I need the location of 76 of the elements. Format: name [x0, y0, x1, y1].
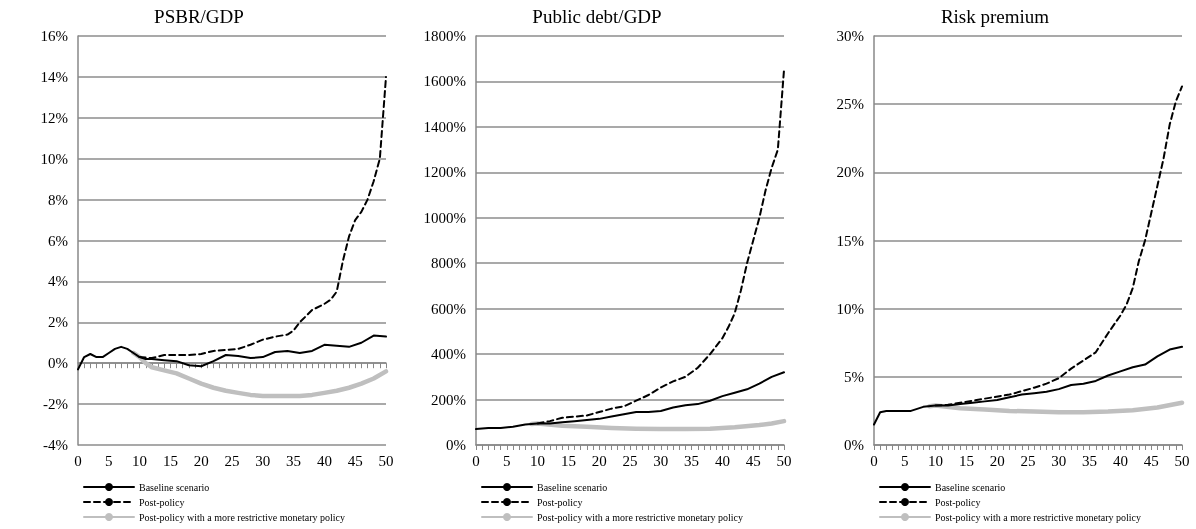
x-tick-label: 25: [224, 452, 240, 469]
x-tick-label: 25: [622, 452, 638, 469]
legend-label: Post-policy: [935, 496, 981, 508]
x-tick-label: 40: [714, 452, 730, 469]
line-series: [529, 418, 787, 432]
y-tick-label: 1400%: [423, 118, 466, 135]
y-tick-label: 0%: [844, 437, 864, 453]
x-tick-label: 50: [378, 452, 394, 469]
chart-title: Risk premium: [940, 6, 1050, 27]
y-tick-label: 1000%: [423, 209, 466, 226]
y-tick-label: 1200%: [423, 164, 466, 181]
x-tick-label: 40: [316, 452, 332, 469]
x-tick-label: 0: [472, 452, 480, 469]
y-tick-label: 30%: [836, 28, 864, 44]
x-tick-label: 20: [591, 452, 607, 469]
chart-title: PSBR/GDP: [154, 6, 244, 27]
y-tick-label: 25%: [836, 96, 864, 113]
y-tick-label: 800%: [431, 255, 466, 272]
legend-label: Baseline scenario: [139, 481, 210, 493]
y-tick-label: 20%: [836, 164, 864, 181]
x-tick-label: 45: [1143, 452, 1159, 469]
legend-label: Post-policy with a more restrictive monetary policy: [537, 511, 744, 523]
line-series: [927, 400, 1185, 415]
y-tick-label: 14%: [40, 68, 68, 85]
y-tick-label: 10%: [40, 150, 68, 167]
y-tick-label: 6%: [48, 232, 68, 249]
x-tick-label: 45: [347, 452, 363, 469]
x-tick-label: 15: [162, 452, 178, 469]
y-tick-label: 12%: [40, 109, 68, 126]
x-tick-label: 25: [1020, 452, 1036, 469]
x-tick-label: 50: [1174, 452, 1190, 469]
x-tick-label: 5: [105, 452, 113, 469]
legend-label: Post-policy with a more restrictive monetary policy: [139, 511, 346, 523]
x-tick-label: 10: [132, 452, 148, 469]
legend-label: Baseline scenario: [935, 481, 1006, 493]
x-tick-label: 35: [1082, 452, 1098, 469]
x-tick-label: 15: [560, 452, 576, 469]
x-tick-label: 20: [193, 452, 209, 469]
legend-label: Post-policy: [139, 496, 185, 508]
y-tick-label: 600%: [431, 300, 466, 317]
y-tick-label: 0%: [48, 355, 68, 372]
y-tick-label: 1800%: [423, 28, 466, 44]
x-tick-label: 20: [989, 452, 1005, 469]
x-tick-label: 30: [1051, 452, 1067, 469]
y-tick-label: 16%: [40, 28, 68, 44]
y-tick-label: 4%: [48, 273, 68, 290]
x-tick-label: 30: [255, 452, 271, 469]
legend-label: Post-policy with a more restrictive monetary policy: [935, 511, 1142, 523]
x-tick-label: 0: [870, 452, 878, 469]
x-tick-label: 5: [503, 452, 511, 469]
y-tick-label: 400%: [431, 346, 466, 363]
legend-label: Post-policy: [537, 496, 583, 508]
y-tick-label: 10%: [836, 300, 864, 317]
x-tick-label: 50: [776, 452, 792, 469]
y-tick-label: 0%: [446, 437, 466, 453]
line-series: [131, 350, 389, 399]
x-tick-label: 10: [530, 452, 546, 469]
y-tick-label: 1600%: [423, 73, 466, 90]
x-tick-label: 0: [74, 452, 82, 469]
x-tick-label: 35: [286, 452, 302, 469]
y-tick-label: 15%: [836, 232, 864, 249]
y-tick-label: 200%: [431, 391, 466, 408]
y-tick-label: -4%: [43, 437, 68, 453]
x-tick-label: 40: [1112, 452, 1128, 469]
x-tick-label: 45: [745, 452, 761, 469]
chart-title: Public debt/GDP: [532, 6, 662, 27]
x-tick-label: 5: [901, 452, 909, 469]
y-tick-label: -2%: [43, 396, 68, 413]
y-tick-label: 5%: [844, 368, 864, 385]
y-tick-label: 8%: [48, 191, 68, 208]
legend-label: Baseline scenario: [537, 481, 608, 493]
x-tick-label: 30: [653, 452, 669, 469]
x-tick-label: 15: [958, 452, 974, 469]
x-tick-label: 35: [684, 452, 700, 469]
x-tick-label: 10: [928, 452, 944, 469]
y-tick-label: 2%: [48, 314, 68, 331]
